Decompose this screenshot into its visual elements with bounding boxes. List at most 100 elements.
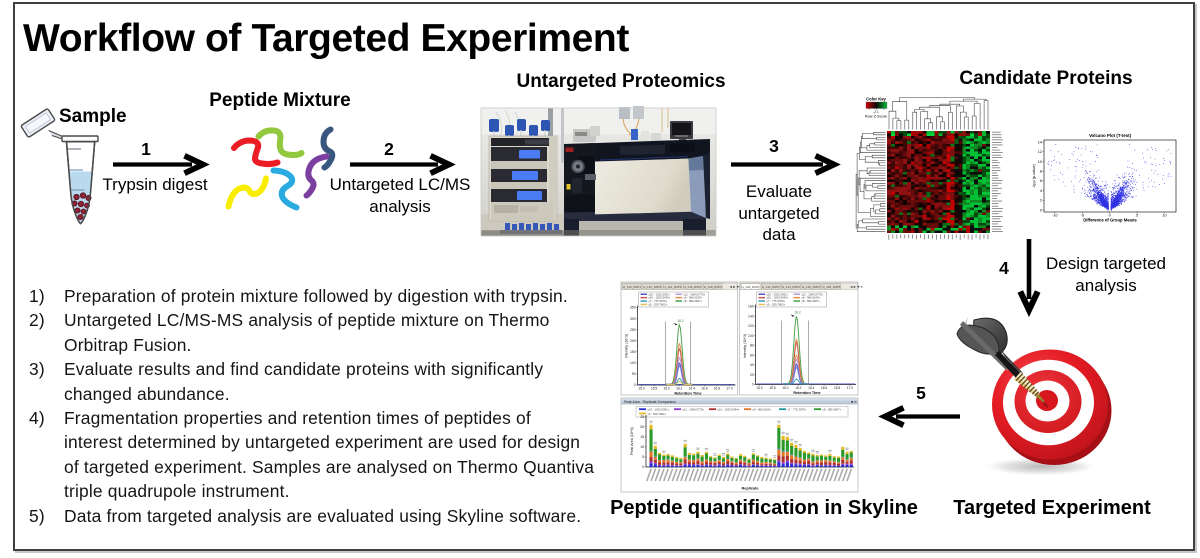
svg-text:15.5: 15.5 xyxy=(769,386,775,390)
svg-text:60: 60 xyxy=(750,353,754,357)
svg-text:■ ✕: ■ ✕ xyxy=(851,400,857,404)
svg-text:6: 6 xyxy=(1040,179,1042,183)
svg-text:80: 80 xyxy=(750,344,754,348)
svg-text:y10 - 1022.6301+: y10 - 1022.6301+ xyxy=(648,408,670,412)
svg-text:15.0: 15.0 xyxy=(638,387,644,391)
svg-text:16.2: 16.2 xyxy=(677,319,684,323)
svg-text:Replicate: Replicate xyxy=(742,487,759,491)
svg-text:0: 0 xyxy=(752,383,754,387)
svg-text:y5 - 529.7602+: y5 - 529.7602+ xyxy=(767,303,786,307)
svg-text:H_146_R0P4: H_146_R0P4 xyxy=(802,285,820,289)
svg-text:H_142_R0P2: H_142_R0P2 xyxy=(762,285,780,289)
svg-text:300: 300 xyxy=(630,317,636,321)
svg-text:Difference of Group Means: Difference of Group Means xyxy=(1083,218,1137,223)
svg-text:y10 - 1023.5434+: y10 - 1023.5434+ xyxy=(649,296,671,300)
svg-text:Intensity (10^3): Intensity (10^3) xyxy=(625,334,629,358)
svg-text:140: 140 xyxy=(748,314,754,318)
svg-text:2: 2 xyxy=(1040,199,1042,203)
svg-text:Peak Area - Replicate Comparis: Peak Area - Replicate Comparison xyxy=(624,400,676,404)
svg-text:150: 150 xyxy=(630,350,636,354)
svg-text:15.5: 15.5 xyxy=(651,387,657,391)
svg-text:250: 250 xyxy=(630,328,636,332)
svg-text:14: 14 xyxy=(1038,140,1042,144)
svg-text:H_144_R0P3: H_144_R0P3 xyxy=(663,285,681,289)
svg-text:16.8: 16.8 xyxy=(714,387,720,391)
svg-text:Color Key: Color Key xyxy=(866,97,886,102)
svg-text:40: 40 xyxy=(750,363,754,367)
svg-text:10: 10 xyxy=(1162,214,1166,218)
svg-text:y8 - 899.3607+: y8 - 899.3607+ xyxy=(684,299,703,303)
svg-text:y5 - 529.7602+: y5 - 529.7602+ xyxy=(648,412,667,416)
svg-text:120: 120 xyxy=(748,324,754,328)
svg-text:y9 - 966.5109+: y9 - 966.5109+ xyxy=(753,408,772,412)
svg-text:H_148_R0P5: H_148_R0P5 xyxy=(822,285,840,289)
svg-text:17.0: 17.0 xyxy=(847,386,853,390)
svg-text:Row Z-Score: Row Z-Score xyxy=(865,115,887,119)
svg-text:y11 - 1064.5775+: y11 - 1064.5775+ xyxy=(684,292,706,296)
svg-text:y5 - 529.7602+: y5 - 529.7602+ xyxy=(649,303,668,307)
svg-text:H_140_R0P1: H_140_R0P1 xyxy=(623,285,641,289)
svg-text:y9 - 966.5109+: y9 - 966.5109+ xyxy=(684,296,703,300)
svg-text:20: 20 xyxy=(640,425,644,429)
svg-text:Intensity (10^3): Intensity (10^3) xyxy=(743,334,747,358)
svg-text:10: 10 xyxy=(1038,160,1042,164)
svg-text:H_146_R0P4: H_146_R0P4 xyxy=(684,285,702,289)
svg-text:Peak Area (10^6): Peak Area (10^6) xyxy=(630,427,634,455)
svg-text:Retention Time: Retention Time xyxy=(793,391,820,395)
svg-text:Volcano Plot (T-test): Volcano Plot (T-test) xyxy=(1089,133,1132,138)
svg-text:y11 - 1064.5775+: y11 - 1064.5775+ xyxy=(683,408,705,412)
svg-text:◄►▼✕: ◄►▼✕ xyxy=(729,285,743,289)
svg-text:12: 12 xyxy=(1038,150,1042,154)
svg-text:H_142_R0P2: H_142_R0P2 xyxy=(643,285,661,289)
svg-text:8: 8 xyxy=(1040,170,1042,174)
svg-text:15: 15 xyxy=(640,435,644,439)
svg-text:16.8: 16.8 xyxy=(834,386,840,390)
svg-text:0: 0 xyxy=(1040,208,1042,212)
svg-text:10: 10 xyxy=(640,445,644,449)
svg-text:15.0: 15.0 xyxy=(756,386,762,390)
svg-text:50: 50 xyxy=(632,372,636,376)
svg-text:200: 200 xyxy=(630,339,636,343)
svg-text:y8 - 899.3607+: y8 - 899.3607+ xyxy=(802,299,821,303)
svg-text:16.0: 16.0 xyxy=(663,387,669,391)
svg-text:16.0: 16.0 xyxy=(782,386,788,390)
svg-text:5: 5 xyxy=(642,455,644,459)
svg-text:y10 - 1022.6301+: y10 - 1022.6301+ xyxy=(649,292,671,296)
svg-text:y7 - 775.3979+: y7 - 775.3979+ xyxy=(767,299,786,303)
svg-text:0: 0 xyxy=(634,383,636,387)
svg-text:100: 100 xyxy=(748,334,754,338)
svg-text:y7 - 775.3979+: y7 - 775.3979+ xyxy=(788,408,807,412)
svg-text:16.2: 16.2 xyxy=(794,310,801,314)
svg-text:Retention Time: Retention Time xyxy=(674,391,701,395)
svg-text:20: 20 xyxy=(750,373,754,377)
svg-text:◄►▼✕: ◄►▼✕ xyxy=(850,285,864,289)
svg-text:y9 - 966.5109+: y9 - 966.5109+ xyxy=(802,296,821,300)
svg-text:0: 0 xyxy=(642,465,644,469)
svg-text:y7 - 775.3979+: y7 - 775.3979+ xyxy=(649,299,668,303)
svg-text:-2 1: -2 1 xyxy=(873,110,879,114)
svg-text:16.4: 16.4 xyxy=(689,387,695,391)
svg-text:100: 100 xyxy=(630,361,636,365)
svg-text:H_144_R0P3: H_144_R0P3 xyxy=(782,285,800,289)
svg-text:y10 - 1023.5434+: y10 - 1023.5434+ xyxy=(767,296,789,300)
svg-text:16.6: 16.6 xyxy=(821,386,827,390)
svg-text:16.4: 16.4 xyxy=(808,386,814,390)
svg-text:0: 0 xyxy=(1109,214,1111,218)
svg-text:5: 5 xyxy=(1136,214,1138,218)
svg-text:17.0: 17.0 xyxy=(726,387,732,391)
svg-text:-10: -10 xyxy=(1052,214,1058,218)
svg-text:25: 25 xyxy=(640,415,644,419)
svg-text:-5: -5 xyxy=(1081,214,1084,218)
svg-text:16.2: 16.2 xyxy=(795,386,801,390)
svg-text:16.2: 16.2 xyxy=(676,387,682,391)
svg-text:y11 - 1064.5775+: y11 - 1064.5775+ xyxy=(802,292,824,296)
svg-text:4: 4 xyxy=(1040,189,1042,193)
svg-text:y10 - 1022.6301+: y10 - 1022.6301+ xyxy=(767,292,789,296)
svg-text:-lg p (p-value): -lg p (p-value) xyxy=(1032,164,1036,188)
svg-text:y10 - 1023.5434+: y10 - 1023.5434+ xyxy=(718,408,740,412)
svg-text:160: 160 xyxy=(748,305,754,309)
svg-text:16.6: 16.6 xyxy=(701,387,707,391)
svg-text:H_148_R0P5: H_148_R0P5 xyxy=(704,285,722,289)
svg-text:y8 - 899.3607+: y8 - 899.3607+ xyxy=(823,408,842,412)
svg-text:350: 350 xyxy=(630,306,636,310)
